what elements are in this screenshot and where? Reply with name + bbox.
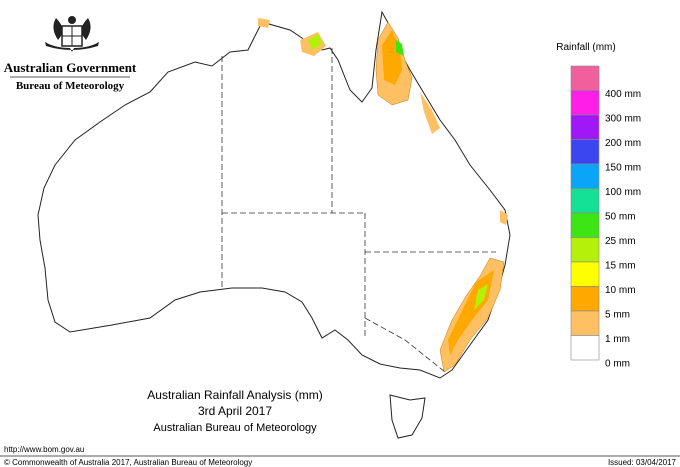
legend-label: 15 mm — [605, 261, 636, 272]
legend-swatch — [570, 261, 600, 287]
legend-label: 10 mm — [605, 285, 636, 296]
legend-swatch — [570, 163, 600, 189]
legend-swatch — [570, 212, 600, 238]
legend-swatch — [570, 65, 600, 91]
footer-copyright: © Commonwealth of Australia 2017, Austra… — [4, 458, 252, 467]
legend-swatch — [570, 335, 600, 361]
legend-swatch — [570, 188, 600, 214]
legend-swatch — [570, 90, 600, 116]
legend-label: 25 mm — [605, 236, 636, 247]
header-title: Australian Government — [4, 60, 137, 75]
legend-label: 300 mm — [605, 114, 641, 125]
legend-swatch — [570, 286, 600, 312]
tasmania — [389, 394, 426, 439]
legend: Rainfall (mm) 400 mm 300 mm 200 mm 150 mm 10… — [556, 42, 641, 370]
map-title: Australian Rainfall Analysis (mm) — [147, 388, 322, 402]
map-source: Australian Bureau of Meteorology — [153, 422, 317, 434]
legend-swatch — [570, 310, 600, 336]
rainfall-areas — [258, 18, 508, 373]
legend-label: 100 mm — [605, 187, 641, 198]
footer-url: http://www.bom.gov.au — [4, 445, 84, 454]
legend-label: 1 mm — [605, 334, 630, 345]
legend-title: Rainfall (mm) — [556, 42, 615, 53]
coat-of-arms — [45, 16, 99, 52]
header-subtitle: Bureau of Meteorology — [16, 80, 125, 92]
legend-label: 150 mm — [605, 163, 641, 174]
legend-label: 0 mm — [605, 359, 630, 370]
legend-label: 400 mm — [605, 89, 641, 100]
legend-label: 200 mm — [605, 138, 641, 149]
legend-label: 5 mm — [605, 310, 630, 321]
legend-swatch — [570, 114, 600, 140]
map-date: 3rd April 2017 — [198, 404, 272, 418]
legend-swatch — [570, 139, 600, 165]
footer-issued: Issued: 03/04/2017 — [608, 458, 677, 467]
state-borders — [221, 48, 496, 373]
legend-label: 50 mm — [605, 212, 636, 223]
legend-swatch — [570, 237, 600, 263]
